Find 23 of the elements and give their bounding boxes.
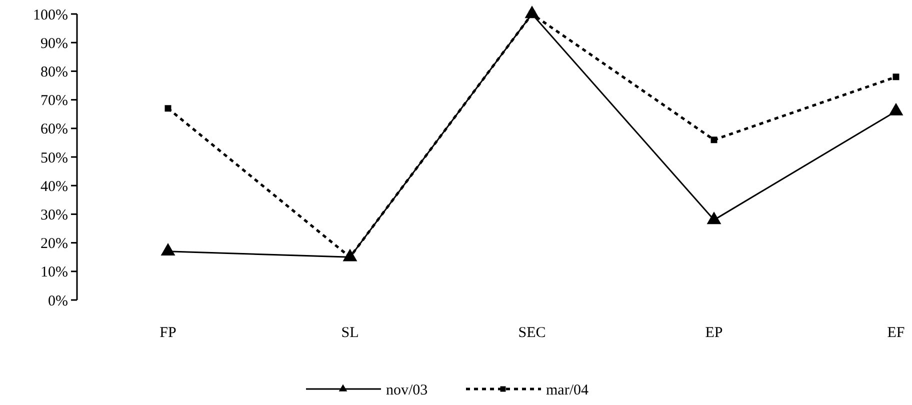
legend-label: mar/04 [546, 382, 589, 398]
x-tick-label: EF [887, 325, 905, 341]
y-tick-label: 40% [40, 178, 68, 195]
y-tick-label: 0% [48, 293, 68, 310]
x-tick-label: FP [160, 325, 176, 341]
x-tick-label: EP [705, 325, 723, 341]
y-tick-label: 60% [40, 122, 68, 138]
point [892, 74, 900, 80]
y-tick-label: 70% [40, 93, 68, 110]
point [710, 136, 718, 144]
x-tick-label: SL [341, 325, 359, 341]
y-tick-label: 20% [40, 236, 68, 252]
y-tick-label: 90% [40, 36, 68, 52]
y-tick-label: 50% [40, 150, 68, 166]
y-tick-label: 10% [40, 264, 68, 281]
point [161, 244, 175, 256]
x-tick-label: SEC [518, 325, 546, 341]
y-tick-label: 80% [40, 64, 68, 80]
legend-label: nov/03 [386, 382, 428, 398]
point [707, 212, 721, 224]
point [164, 105, 172, 112]
y-tick-label: 30% [40, 207, 68, 224]
y-tick-label: 100% [33, 7, 68, 24]
